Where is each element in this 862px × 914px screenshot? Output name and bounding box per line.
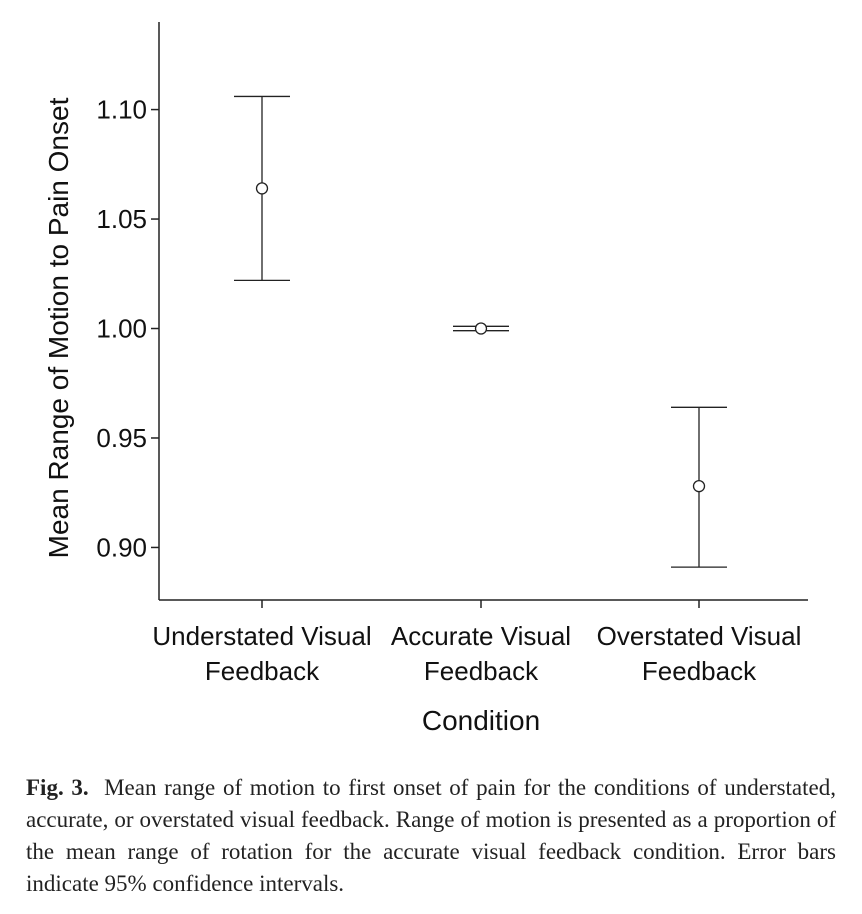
- y-axis-label: Mean Range of Motion to Pain Onset: [43, 97, 74, 558]
- y-tick-label: 0.90: [96, 532, 147, 562]
- x-axis-label: Condition: [422, 705, 540, 736]
- figure-caption-label: Fig. 3.: [26, 775, 89, 800]
- error-bar-group: [453, 322, 509, 335]
- x-tick-label: Overstated Visual: [597, 621, 802, 651]
- y-tick-label: 1.05: [96, 204, 147, 234]
- x-ticks: Understated Visual Feedback Accurate Visua…: [152, 600, 801, 686]
- figure-caption-text: Mean range of motion to first onset of p…: [26, 775, 836, 896]
- x-tick-label: Accurate Visual: [391, 621, 571, 651]
- x-tick-label: Feedback: [424, 656, 539, 686]
- error-bar-group: [234, 95, 290, 281]
- x-tick-label: Feedback: [205, 656, 320, 686]
- figure-caption: Fig. 3. Mean range of motion to first on…: [26, 772, 836, 900]
- mean-point: [692, 480, 706, 493]
- axes: [158, 22, 808, 601]
- data-marks: [234, 95, 727, 568]
- chart: 0.90 0.95 1.00 1.05 1.10 Understated Visual F…: [43, 22, 808, 736]
- mean-point: [255, 182, 269, 195]
- y-tick-label: 1.00: [96, 314, 147, 344]
- x-tick-label: Feedback: [642, 656, 757, 686]
- x-tick-label: Understated Visual: [152, 621, 371, 651]
- y-tick-label: 1.10: [96, 95, 147, 125]
- mean-point: [474, 322, 488, 335]
- y-tick-label: 0.95: [96, 423, 147, 453]
- error-bar-group: [671, 406, 727, 568]
- y-ticks: 0.90 0.95 1.00 1.05 1.10: [96, 95, 159, 562]
